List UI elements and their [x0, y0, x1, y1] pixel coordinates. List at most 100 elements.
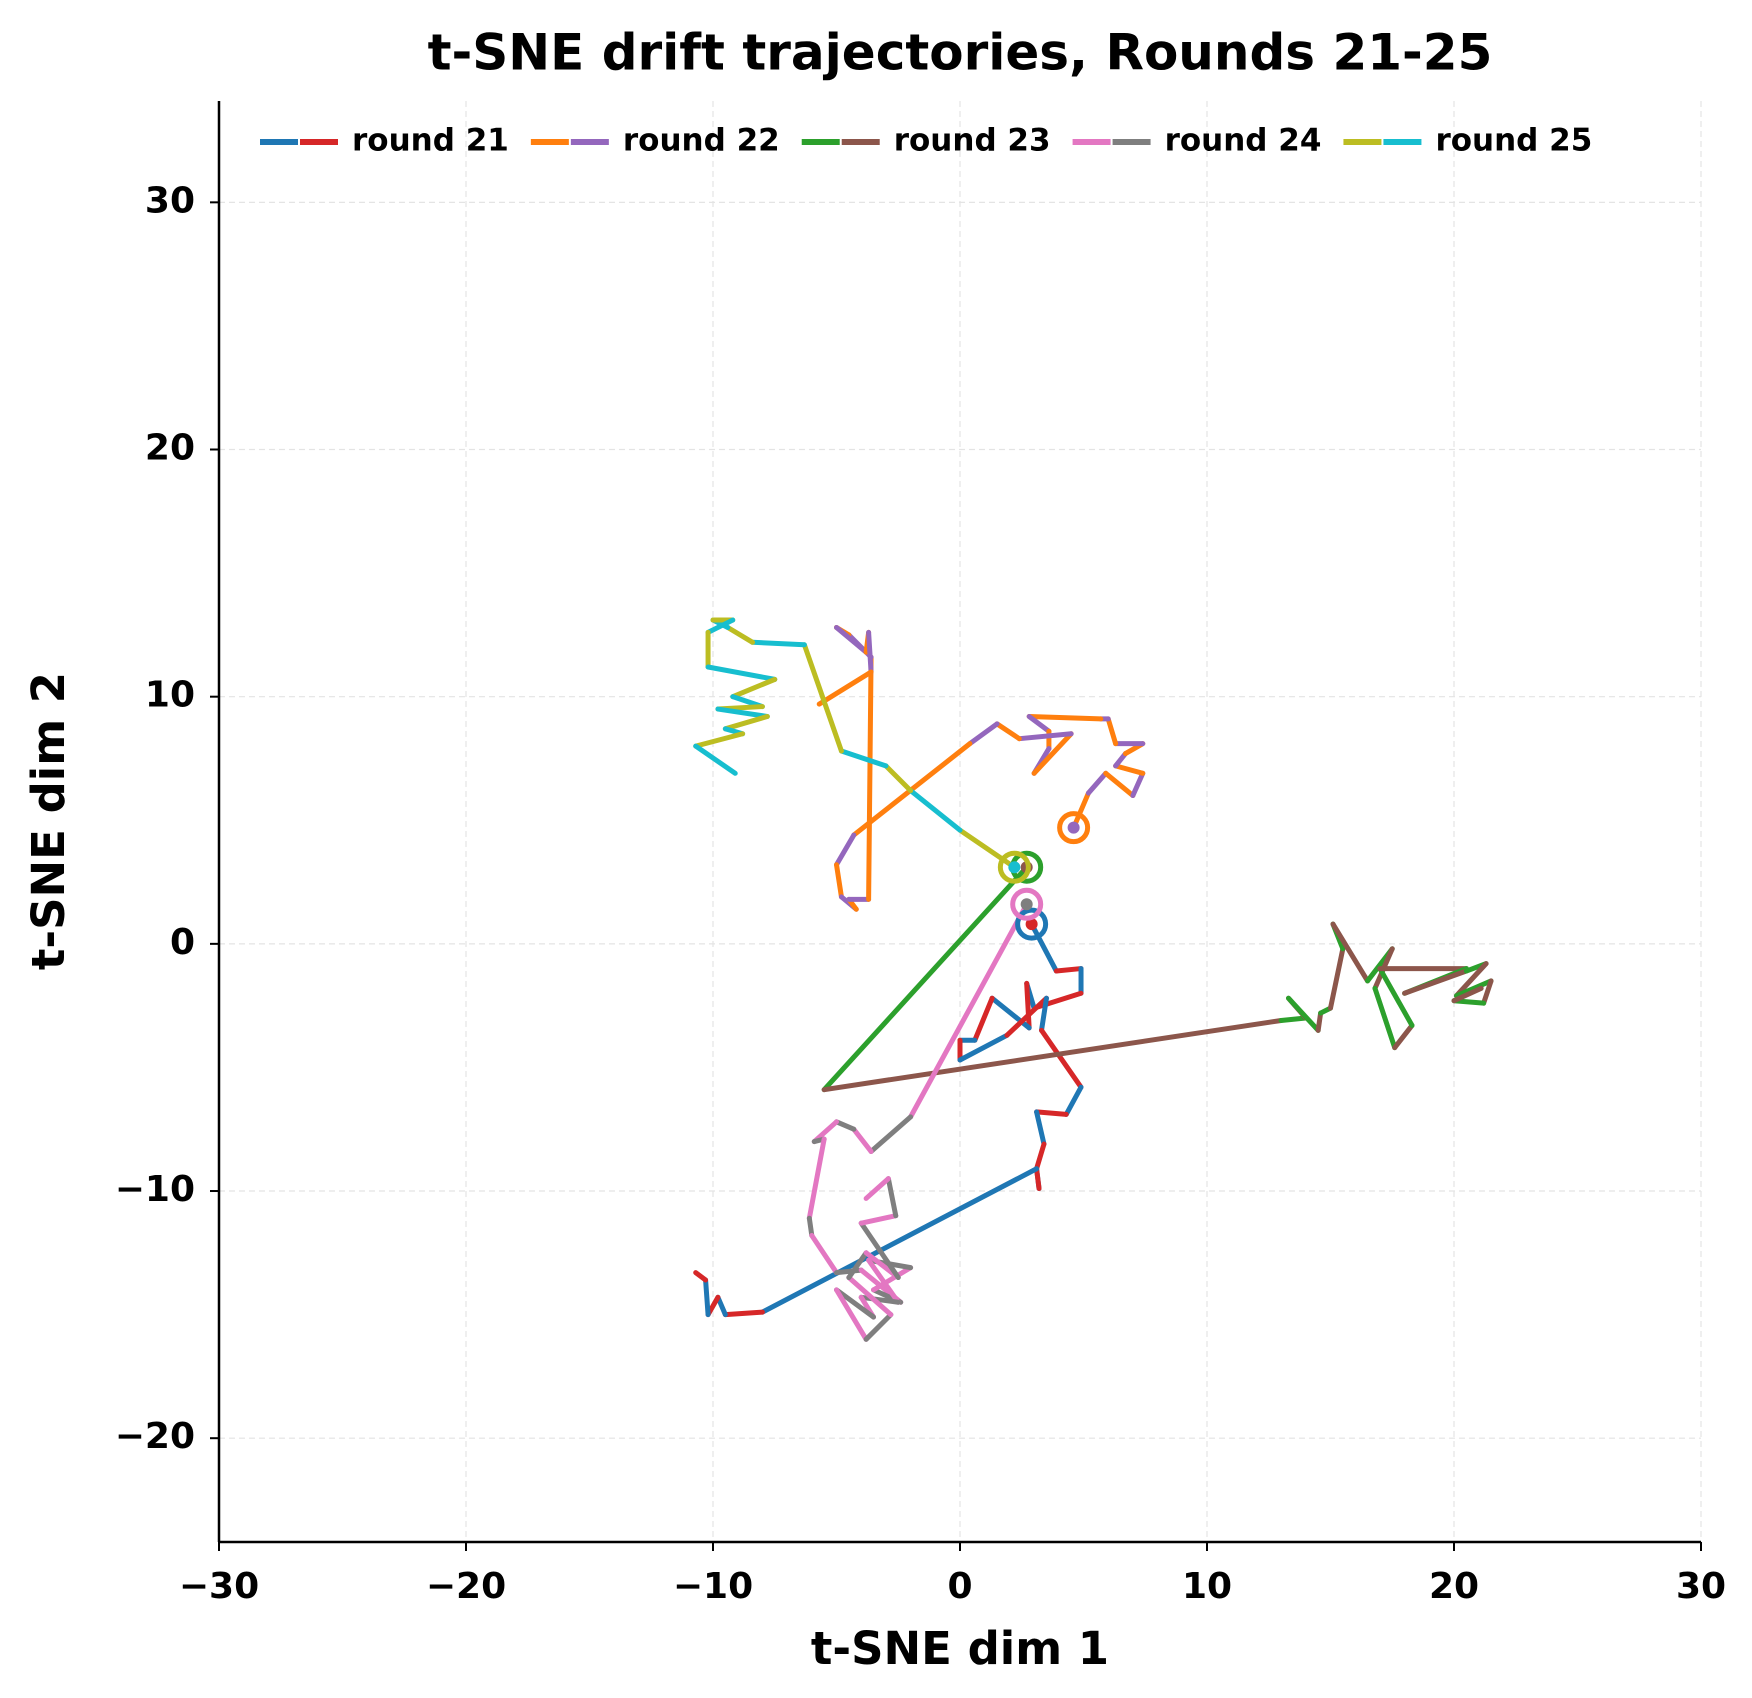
trajectory-segment — [1402, 968, 1469, 996]
trajectory-segment — [1453, 961, 1489, 999]
trajectory-segment — [1286, 995, 1321, 1033]
trajectory-segment — [1034, 1109, 1069, 1117]
trajectory-segment — [809, 1233, 839, 1276]
trajectory — [693, 921, 1084, 1318]
trajectory-segment — [1026, 713, 1052, 734]
trajectory-segment — [1031, 731, 1074, 776]
trajectory-segment — [834, 1287, 869, 1342]
trajectory-segment — [866, 629, 874, 675]
trajectory-segment — [730, 676, 778, 700]
chart-title: t-SNE drift trajectories, Rounds 21-25 — [428, 24, 1493, 82]
trajectory-segment — [821, 1017, 1284, 1093]
grid — [218, 101, 1702, 1542]
start-dot — [1067, 821, 1080, 834]
trajectory-segment — [1039, 1027, 1084, 1090]
trajectory-segment — [715, 706, 770, 719]
trajectory-segment — [871, 1265, 914, 1293]
trajectory-segment — [868, 1114, 914, 1154]
trajectory-segment — [908, 788, 963, 833]
trajectory-segment — [722, 1309, 765, 1318]
trajectory-segment — [693, 731, 746, 749]
y-tick-label: 20 — [145, 428, 195, 469]
trajectory-segment — [957, 827, 1017, 870]
start-marker — [1010, 887, 1044, 921]
trajectory-segment — [1113, 751, 1128, 769]
trajectory-segment — [834, 1287, 877, 1320]
trajectory-segment — [1029, 921, 1059, 974]
x-tick-label: 10 — [1182, 1566, 1232, 1607]
legend-label: round 25 — [1435, 123, 1592, 159]
trajectory-segment — [858, 1213, 899, 1226]
trajectory-segment — [863, 1176, 891, 1201]
trajectory-segment — [846, 1275, 894, 1318]
trajectory-segment — [1053, 966, 1084, 974]
trajectory-segment — [1330, 921, 1371, 984]
trajectory-segment — [858, 1294, 901, 1305]
start-marker — [1015, 907, 1049, 941]
trajectory-segment — [1113, 763, 1146, 776]
y-tick-label: −20 — [115, 1416, 195, 1457]
legend-label: round 23 — [894, 123, 1051, 159]
trajectory-segment — [1063, 1084, 1084, 1117]
trajectory-segment — [866, 1257, 901, 1305]
trajectory-segment — [1034, 1141, 1047, 1172]
legend: round 21 round 22 round 23 round 24 round 25 — [260, 123, 1592, 159]
x-tick-label: 30 — [1676, 1566, 1726, 1607]
y-tick-label: −10 — [115, 1169, 195, 1210]
trajectory-segment — [1039, 995, 1049, 1033]
legend-label: round 22 — [623, 123, 780, 159]
trajectory-segment — [1315, 1010, 1324, 1033]
trajectory-segment — [851, 1126, 874, 1154]
trajectory-segment — [838, 748, 889, 769]
legend-label: round 24 — [1165, 123, 1322, 159]
trajectory-segment — [1130, 770, 1146, 799]
trajectory-segment — [725, 624, 756, 645]
trajectory — [806, 901, 1030, 1342]
trajectory-segment — [705, 664, 778, 682]
legend-label: round 21 — [352, 123, 509, 159]
y-axis-label: t-SNE dim 2 — [22, 672, 75, 970]
trajectory — [816, 624, 1146, 912]
trajectory-segment — [1377, 966, 1415, 1028]
trajectory-segment — [885, 1176, 899, 1219]
trajectory-segment — [858, 1220, 901, 1281]
trajectory-segment — [972, 995, 995, 1043]
trajectory-segment — [834, 832, 857, 868]
trajectory-segment — [1372, 985, 1398, 1051]
trajectory-segment — [806, 1136, 827, 1221]
trajectory — [693, 617, 1017, 870]
trajectory-segment — [705, 617, 736, 635]
trajectory-segment — [908, 901, 1030, 1120]
trajectory-segment — [834, 624, 869, 655]
trajectory-segment — [994, 721, 1022, 742]
trajectory-segment — [967, 721, 1000, 747]
trajectory-segment — [1103, 770, 1136, 799]
trajectory-segment — [759, 1166, 1040, 1315]
start-dot — [1025, 918, 1038, 931]
trajectory-segment — [1024, 980, 1032, 1031]
trajectory-segment — [1085, 770, 1109, 796]
x-tick-label: −20 — [426, 1566, 506, 1607]
x-tick-label: 20 — [1429, 1566, 1479, 1607]
trajectory-segment — [1016, 731, 1074, 742]
trajectory-segment — [806, 1215, 815, 1239]
x-tick-label: 0 — [947, 1566, 972, 1607]
x-tick-label: −30 — [179, 1566, 259, 1607]
x-tick-label: −10 — [673, 1566, 753, 1607]
trajectory-segment — [1026, 713, 1104, 722]
trajectory-segment — [989, 995, 1032, 1031]
trajectory-segment — [801, 642, 844, 754]
trajectory-segment — [1392, 1022, 1415, 1051]
y-tick-label: 30 — [145, 180, 195, 221]
trajectory-segment — [1004, 995, 1049, 1038]
trajectory-segment — [821, 864, 1030, 1093]
trajectory-segment — [1328, 946, 1346, 1011]
trajectory-segment — [750, 639, 807, 648]
trajectory-segment — [866, 654, 874, 902]
trajectory-segment — [1105, 716, 1119, 747]
start-marker — [997, 850, 1031, 884]
trajectory-segment — [1278, 1015, 1309, 1023]
trajectory-segment — [703, 1277, 711, 1318]
x-axis-label: t-SNE dim 1 — [811, 1622, 1109, 1675]
